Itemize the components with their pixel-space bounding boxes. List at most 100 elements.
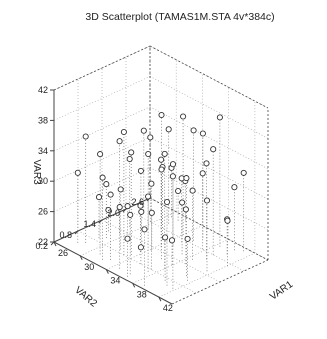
x-tick-label: 38 xyxy=(137,289,147,299)
data-point xyxy=(163,198,171,206)
z-tick-label: 34 xyxy=(38,146,48,156)
data-point xyxy=(127,211,134,218)
data-point xyxy=(105,206,112,214)
y-tick-label: 2.0 xyxy=(107,208,120,218)
data-point xyxy=(203,197,211,204)
data-point xyxy=(82,133,89,140)
y-tick-mark xyxy=(122,208,127,213)
data-point xyxy=(148,209,155,216)
chart-title: 3D Scatterplot (TAMAS1M.STA 4v*384c) xyxy=(85,11,274,23)
data-point xyxy=(97,151,104,158)
grid-line xyxy=(149,106,269,170)
data-point xyxy=(116,138,123,145)
data-point xyxy=(103,181,110,188)
data-point xyxy=(99,174,106,181)
data-point xyxy=(175,187,182,195)
data-point xyxy=(126,155,133,163)
y-tick-label: 0.2 xyxy=(35,241,48,251)
grid-line xyxy=(149,197,269,261)
z-tick-label: 30 xyxy=(38,176,48,186)
data-point xyxy=(224,217,231,224)
x-tick-label: 42 xyxy=(163,303,173,313)
y-tick-mark xyxy=(146,197,151,202)
data-point xyxy=(148,180,155,187)
z-tick-label: 38 xyxy=(38,115,48,125)
grid-line xyxy=(77,230,197,294)
y-tick-mark xyxy=(50,241,55,246)
data-point xyxy=(138,208,145,215)
data-points xyxy=(74,111,247,251)
x-tick-mark xyxy=(105,269,109,274)
grid-line xyxy=(106,225,203,270)
data-point xyxy=(158,111,165,119)
z-tick-label: 22 xyxy=(38,237,48,247)
data-point xyxy=(165,126,172,133)
y-tick-mark xyxy=(74,230,79,235)
data-point xyxy=(137,202,144,209)
data-point xyxy=(158,166,165,173)
data-point xyxy=(161,150,168,157)
drop-lines xyxy=(77,115,245,289)
data-point xyxy=(145,193,152,200)
y-tick-mark xyxy=(98,219,103,224)
data-point xyxy=(210,146,217,153)
data-point xyxy=(216,114,223,121)
data-point xyxy=(179,199,186,206)
data-point xyxy=(74,169,81,176)
x-tick-label: 30 xyxy=(84,262,94,272)
x-tick-mark xyxy=(158,296,162,302)
data-point xyxy=(120,128,127,136)
data-point xyxy=(158,156,165,163)
data-point xyxy=(117,186,124,193)
data-point xyxy=(168,237,176,244)
data-point xyxy=(116,204,123,211)
data-point xyxy=(140,127,147,134)
x-axis-line xyxy=(53,241,173,305)
x-tick-mark xyxy=(79,255,83,261)
data-point xyxy=(190,127,197,134)
x-tick-mark xyxy=(132,283,136,288)
grid-line xyxy=(149,76,269,139)
z-tick-label: 26 xyxy=(38,207,48,217)
data-point xyxy=(147,134,154,141)
x-tick-mark xyxy=(53,241,57,247)
data-point xyxy=(124,203,131,210)
box-edge xyxy=(171,259,269,305)
data-point xyxy=(128,149,135,156)
y-tick-label: 0.8 xyxy=(59,230,72,240)
z-axis-label: VAR3 xyxy=(31,159,42,185)
data-point xyxy=(137,167,144,174)
data-point xyxy=(141,226,148,233)
grid-line xyxy=(149,136,269,200)
grid-line xyxy=(149,45,269,109)
y-axis-label: VAR2 xyxy=(72,285,99,310)
data-point xyxy=(231,184,238,191)
data-point xyxy=(169,161,177,168)
data-point xyxy=(145,150,152,158)
grid-line xyxy=(132,239,229,284)
data-point xyxy=(124,235,131,242)
y-tick-label: 2.6 xyxy=(131,197,144,207)
data-point xyxy=(95,194,103,201)
data-point xyxy=(137,244,144,251)
data-point xyxy=(183,175,190,182)
data-point xyxy=(199,130,206,137)
data-point xyxy=(184,235,191,242)
data-point xyxy=(199,170,206,177)
data-point xyxy=(240,169,247,176)
data-point xyxy=(203,160,210,167)
data-point xyxy=(180,113,187,120)
data-point xyxy=(169,173,176,180)
x-tick-label: 34 xyxy=(110,276,120,286)
grid-line xyxy=(158,252,256,298)
x-tick-label: 26 xyxy=(58,248,68,258)
z-tick-label: 42 xyxy=(38,85,48,95)
y-tick-label: 1.4 xyxy=(83,219,96,229)
grid-line xyxy=(101,219,221,283)
x-axis-label: VAR1 xyxy=(268,279,295,303)
data-point xyxy=(189,187,196,194)
tick-labels: 22 26 30 34 38 42 0.2 0.8 1.4 2.0 2.6 26 30 34 38 42 xyxy=(35,85,172,313)
data-point xyxy=(107,191,114,198)
data-point xyxy=(182,206,189,213)
